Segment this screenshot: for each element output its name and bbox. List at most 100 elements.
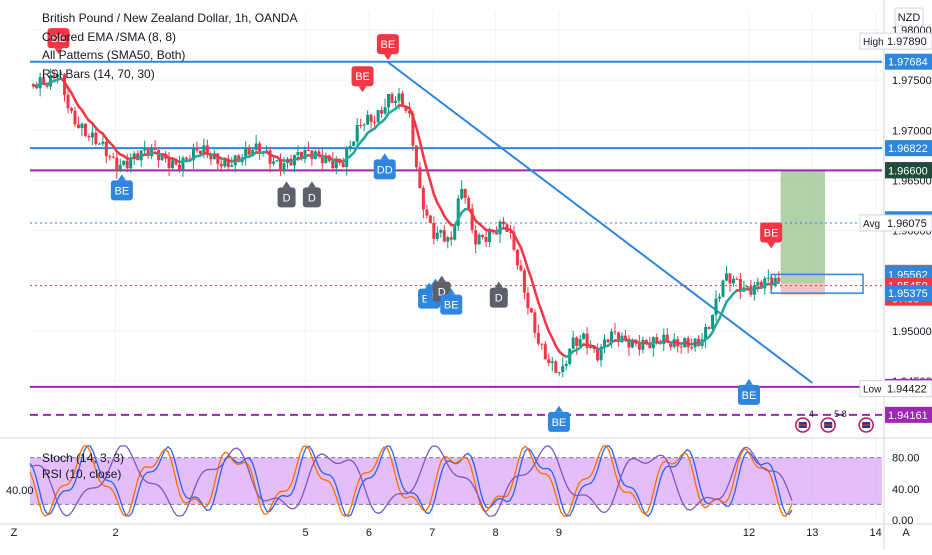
- price-badge[interactable]: 1.94161: [885, 407, 932, 423]
- candle-body[interactable]: [352, 142, 355, 146]
- candle-body[interactable]: [446, 237, 449, 241]
- candle-body[interactable]: [122, 161, 125, 165]
- candle-body[interactable]: [596, 349, 599, 360]
- candle-body[interactable]: [575, 338, 578, 346]
- candle-body[interactable]: [443, 230, 446, 241]
- candle-body[interactable]: [394, 101, 397, 103]
- candle-body[interactable]: [391, 94, 394, 103]
- candle-body[interactable]: [397, 93, 400, 100]
- candle-body[interactable]: [422, 188, 425, 210]
- candle-body[interactable]: [80, 124, 83, 128]
- indicator-label-ema[interactable]: Colored EMA /SMA (8, 8): [42, 28, 297, 47]
- candle-body[interactable]: [73, 111, 76, 125]
- candle-body[interactable]: [488, 231, 491, 242]
- candle-body[interactable]: [502, 222, 505, 225]
- currency-button[interactable]: NZD: [895, 8, 923, 26]
- candle-body[interactable]: [425, 210, 428, 216]
- candle-body[interactable]: [307, 150, 310, 151]
- candle-body[interactable]: [373, 122, 376, 123]
- candle-body[interactable]: [415, 145, 418, 167]
- candle-body[interactable]: [429, 216, 432, 223]
- candle-body[interactable]: [735, 279, 738, 280]
- candle-body[interactable]: [565, 364, 568, 366]
- candle-body[interactable]: [715, 299, 718, 315]
- candle-body[interactable]: [478, 235, 481, 245]
- symbol-title[interactable]: British Pound / New Zealand Dollar, 1h, …: [42, 9, 297, 28]
- price-badge[interactable]: 1.96600: [885, 162, 932, 178]
- candle-body[interactable]: [171, 160, 174, 168]
- candle-body[interactable]: [746, 286, 749, 287]
- candle-body[interactable]: [91, 133, 94, 138]
- candle-body[interactable]: [331, 161, 334, 168]
- candle-body[interactable]: [384, 107, 387, 113]
- candle-body[interactable]: [544, 344, 547, 359]
- candle-body[interactable]: [722, 281, 725, 297]
- candle-body[interactable]: [108, 156, 111, 157]
- candle-body[interactable]: [377, 110, 380, 122]
- candle-body[interactable]: [359, 125, 362, 126]
- candle-body[interactable]: [680, 346, 683, 347]
- candle-body[interactable]: [77, 124, 80, 128]
- candle-body[interactable]: [523, 270, 526, 292]
- candle-body[interactable]: [181, 158, 184, 170]
- candle-body[interactable]: [356, 125, 359, 142]
- candle-body[interactable]: [387, 94, 390, 107]
- candle-body[interactable]: [453, 226, 456, 239]
- candle-body[interactable]: [296, 152, 299, 155]
- candle-body[interactable]: [526, 293, 529, 308]
- indicator-label-patterns[interactable]: All Patterns (SMA50, Both): [42, 46, 297, 65]
- candle-body[interactable]: [105, 142, 108, 156]
- candle-body[interactable]: [366, 115, 369, 125]
- candle-body[interactable]: [87, 136, 90, 137]
- candle-body[interactable]: [283, 163, 286, 171]
- candle-body[interactable]: [220, 164, 223, 166]
- price-badge[interactable]: 1.96822: [885, 140, 932, 156]
- candle-body[interactable]: [516, 250, 519, 266]
- candle-body[interactable]: [255, 144, 258, 150]
- candle-body[interactable]: [777, 278, 780, 281]
- candle-body[interactable]: [436, 233, 439, 239]
- candle-body[interactable]: [607, 339, 610, 342]
- candle-body[interactable]: [547, 359, 550, 363]
- candle-body[interactable]: [279, 160, 282, 171]
- price-badge[interactable]: 1.97684: [885, 54, 932, 70]
- candle-body[interactable]: [530, 308, 533, 312]
- candle-body[interactable]: [558, 372, 561, 373]
- candle-body[interactable]: [101, 142, 104, 144]
- indicator-label-rsi[interactable]: RSI (10, close): [42, 466, 124, 482]
- candle-body[interactable]: [464, 189, 467, 198]
- candle-body[interactable]: [178, 165, 181, 170]
- candle-body[interactable]: [143, 148, 146, 150]
- price-badge[interactable]: 1.95375: [885, 285, 932, 301]
- target-zone[interactable]: [781, 170, 825, 283]
- candle-body[interactable]: [767, 278, 770, 279]
- candle-body[interactable]: [485, 237, 488, 242]
- candle-body[interactable]: [561, 366, 564, 372]
- candle-body[interactable]: [70, 108, 73, 111]
- candle-body[interactable]: [248, 148, 251, 155]
- candle-body[interactable]: [418, 167, 421, 188]
- candle-body[interactable]: [119, 165, 122, 171]
- candle-body[interactable]: [432, 223, 435, 239]
- candle-body[interactable]: [98, 144, 101, 145]
- candle-body[interactable]: [154, 148, 157, 150]
- candle-body[interactable]: [728, 273, 731, 283]
- candle-body[interactable]: [540, 344, 543, 345]
- candle-body[interactable]: [655, 337, 658, 341]
- candle-body[interactable]: [481, 235, 484, 237]
- candle-body[interactable]: [342, 163, 345, 167]
- candle-body[interactable]: [450, 237, 453, 239]
- candle-body[interactable]: [195, 148, 198, 151]
- candle-body[interactable]: [370, 115, 373, 122]
- candle-body[interactable]: [537, 333, 540, 344]
- candle-body[interactable]: [129, 159, 132, 168]
- candle-body[interactable]: [230, 165, 233, 167]
- candle-body[interactable]: [467, 198, 470, 208]
- candle-body[interactable]: [94, 133, 97, 144]
- candle-body[interactable]: [613, 331, 616, 332]
- candle-body[interactable]: [363, 125, 366, 126]
- candle-body[interactable]: [756, 282, 759, 285]
